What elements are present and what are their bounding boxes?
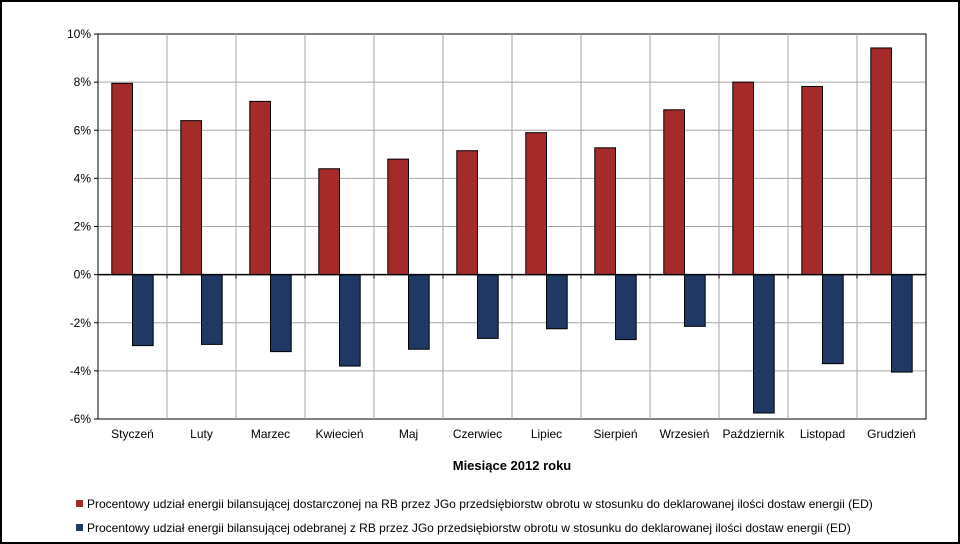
bar-series-1-10 [732,81,754,276]
x-tick-label: Styczeń [111,427,154,441]
y-tick-label: 0% [74,268,92,282]
y-tick-label: -2% [70,316,92,330]
y-tick-label: 6% [74,123,92,137]
category-separators [166,34,858,419]
x-tick-label: Grudzień [867,427,916,441]
bar-series-1-1 [111,82,134,276]
bar-series-2-11 [822,274,844,365]
x-axis-label: Miesiące 2012 roku [453,458,572,473]
bar-series-1-11 [801,85,823,276]
x-tick-label: Maj [399,427,418,441]
y-tick-label: 10% [67,27,91,41]
x-tick-label: Sierpień [593,427,637,441]
bar-series-1-4 [318,168,340,276]
bar-series-1-2 [180,120,203,276]
bar-series-2-1 [132,274,154,347]
x-tick-label: Listopad [800,427,845,441]
bar-series-1-5 [387,158,409,276]
bar-series-2-7 [546,274,568,330]
x-tick-label: Czerwiec [453,427,502,441]
bar-series-1-12 [870,47,892,276]
x-tick-label: Kwiecień [315,427,363,441]
x-tick-label: Luty [190,427,213,441]
bar-series-1-9 [663,109,685,276]
bar-series-2-6 [477,274,499,339]
y-tick-label: -6% [70,412,92,426]
bar-series-2-12 [891,274,913,373]
zero-axis-ticks [97,274,927,279]
bar-series-1-8 [594,147,616,276]
y-tick-label: 8% [74,75,92,89]
x-tick-label: Wrzesień [660,427,710,441]
bar-series-2-4 [339,274,361,367]
y-tick-label: -4% [70,364,92,378]
bar-series-2-3 [270,274,292,353]
bar-series-1-7 [525,132,547,276]
bar-series-2-5 [408,274,430,350]
y-axis-ticks: 10% 8% 6% 4% 2% 0% -2% -4% -6% [67,27,98,426]
x-tick-label: Marzec [251,427,290,441]
legend-label-series-1: Procentowy udział energii bilansującej d… [87,497,873,511]
bar-series-1-6 [456,150,478,276]
bar-series-1-3 [249,100,272,276]
legend-swatch-series-2 [76,524,83,531]
x-tick-label: Październik [722,427,785,441]
y-tick-label: 2% [74,220,92,234]
bar-series-2-8 [615,274,637,341]
x-tick-label: Lipiec [531,427,562,441]
legend-label-series-2: Procentowy udział energii bilansującej o… [87,521,851,535]
bar-series-2-2 [201,274,223,345]
bar-series-2-9 [684,274,706,327]
bar-series-2-10 [753,274,775,414]
x-axis-ticks: Styczeń Luty Marzec Kwiecień Maj Czerwiec Lipi… [111,427,916,441]
y-tick-label: 4% [74,171,92,185]
bars [111,47,913,414]
legend-swatch-series-1 [76,500,83,507]
